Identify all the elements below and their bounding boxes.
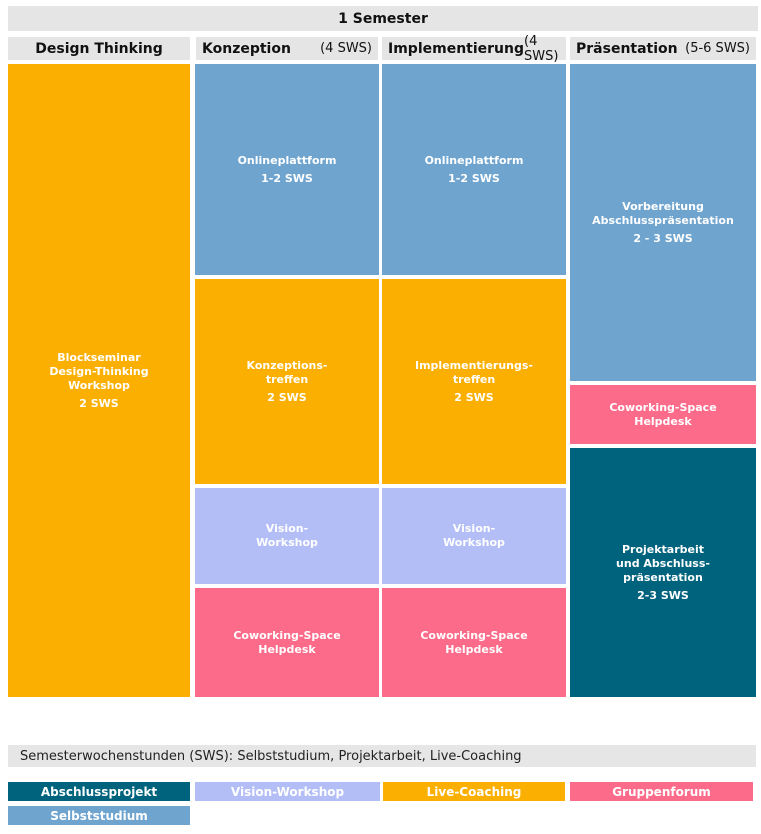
column-name: Implementierung [388, 40, 525, 57]
block-konzeptionstreffen: Konzeptions- treffen 2 SWS [195, 279, 379, 484]
block-sws: 1-2 SWS [448, 171, 500, 185]
block-praesentation-coworking: Coworking-Space Helpdesk [570, 385, 756, 444]
legend-selbststudium: Selbststudium [8, 806, 190, 825]
block-label: Coworking-Space Helpdesk [233, 628, 341, 656]
block-label: Coworking-Space Helpdesk [420, 628, 528, 656]
block-konzeption-onlineplattform: Onlineplattform 1-2 SWS [195, 64, 379, 275]
block-implementierung-onlineplattform: Onlineplattform 1-2 SWS [382, 64, 566, 275]
block-blockseminar: Blockseminar Design-Thinking Workshop 2 … [8, 64, 190, 697]
block-sws: 2-3 SWS [637, 588, 689, 602]
legend-abschlussprojekt: Abschlussprojekt [8, 782, 190, 801]
block-konzeption-coworking: Coworking-Space Helpdesk [195, 588, 379, 697]
column-name: Design Thinking [35, 40, 163, 57]
legend-label: Gruppenforum [612, 784, 711, 799]
block-label: Vorbereitung Abschlusspräsentation [592, 199, 734, 227]
legend-label: Abschlussprojekt [40, 784, 158, 799]
semester-title: 1 Semester [8, 6, 758, 31]
block-label: Konzeptions- treffen [246, 358, 328, 386]
block-implementierungstreffen: Implementierungs- treffen 2 SWS [382, 279, 566, 484]
block-sws: 2 - 3 SWS [633, 231, 693, 245]
block-sws: 2 SWS [79, 396, 119, 410]
block-label: Coworking-Space Helpdesk [609, 400, 717, 428]
block-label: Projektarbeit und Abschluss- präsentatio… [616, 542, 710, 584]
block-label: Vision- Workshop [443, 522, 505, 549]
column-sws: (4 SWS) [320, 41, 372, 56]
sws-note-text: Semesterwochenstunden (SWS): Selbststudi… [20, 748, 522, 764]
column-header-design-thinking: Design Thinking [8, 37, 190, 60]
column-sws: (4 SWS) [524, 33, 559, 64]
block-konzeption-vision-workshop: Vision- Workshop [195, 488, 379, 584]
column-name: Präsentation [576, 40, 678, 57]
block-label: Onlineplattform [237, 153, 337, 167]
block-vorbereitung-abschlusspraesentation: Vorbereitung Abschlusspräsentation 2 - 3… [570, 64, 756, 381]
legend-vision-workshop: Vision-Workshop [195, 782, 380, 801]
block-label: Blockseminar Design-Thinking Workshop [49, 350, 149, 392]
block-implementierung-coworking: Coworking-Space Helpdesk [382, 588, 566, 697]
column-header-implementierung: Implementierung (4 SWS) [382, 34, 566, 64]
legend-gruppenforum: Gruppenforum [570, 782, 753, 801]
block-label: Onlineplattform [424, 153, 524, 167]
block-implementierung-vision-workshop: Vision- Workshop [382, 488, 566, 584]
column-header-praesentation: Präsentation (5-6 SWS) [570, 37, 756, 60]
legend-label: Live-Coaching [426, 784, 522, 799]
block-sws: 1-2 SWS [261, 171, 313, 185]
block-label: Implementierungs- treffen [415, 358, 533, 386]
column-header-konzeption: Konzeption (4 SWS) [196, 37, 378, 60]
legend-label: Selbststudium [50, 808, 148, 823]
sws-note: Semesterwochenstunden (SWS): Selbststudi… [8, 745, 756, 767]
column-name: Konzeption [202, 40, 291, 57]
legend-live-coaching: Live-Coaching [383, 782, 565, 801]
block-projektarbeit: Projektarbeit und Abschluss- präsentatio… [570, 448, 756, 697]
block-sws: 2 SWS [454, 390, 494, 404]
block-sws: 2 SWS [267, 390, 307, 404]
legend-label: Vision-Workshop [230, 784, 345, 799]
column-sws: (5-6 SWS) [685, 41, 750, 56]
semester-title-text: 1 Semester [338, 10, 428, 27]
block-label: Vision- Workshop [256, 522, 318, 549]
